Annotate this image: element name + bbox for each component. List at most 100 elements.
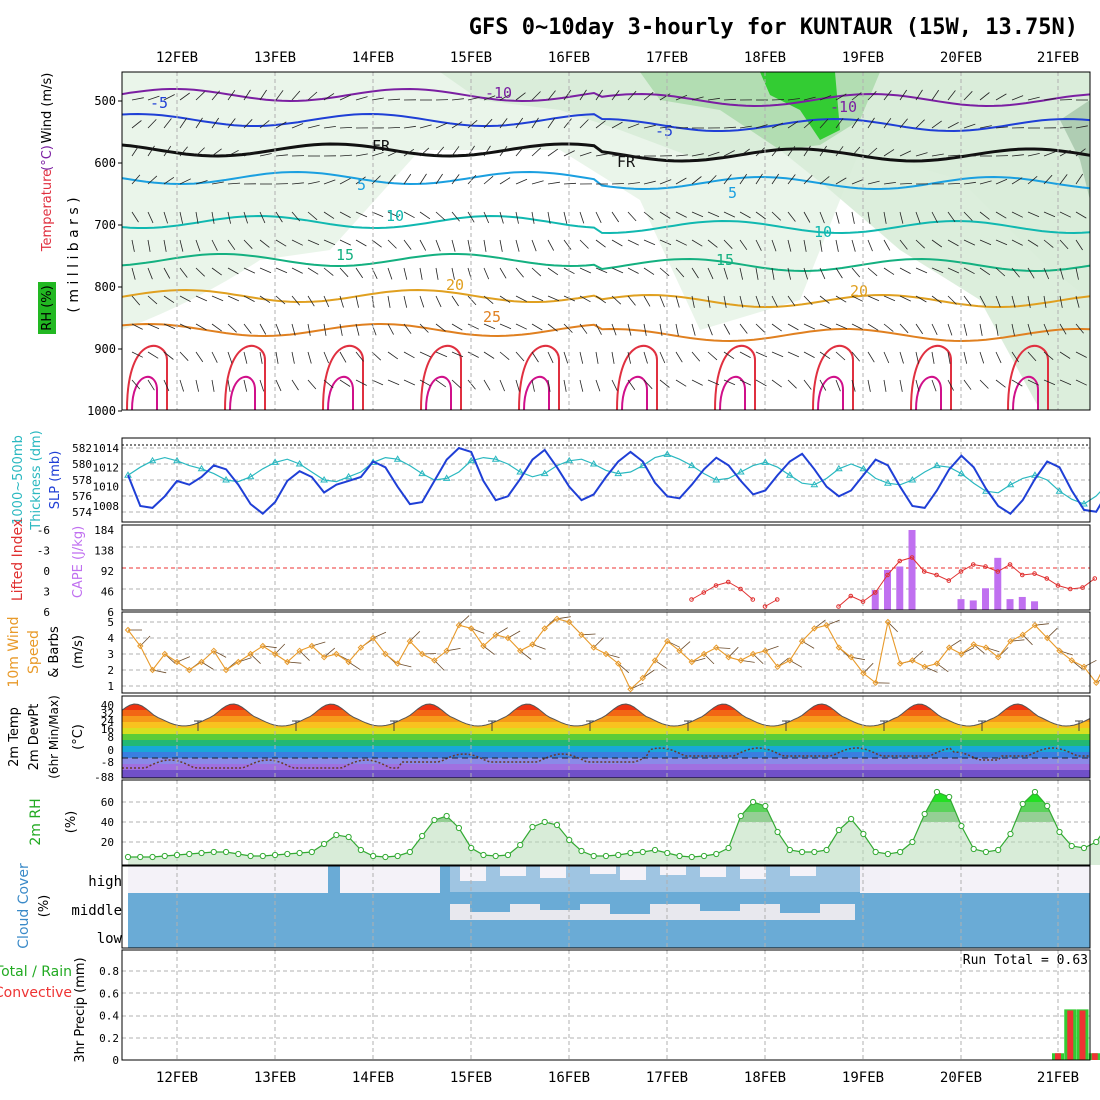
wind10m-point: [1068, 657, 1075, 664]
contour-label: 5: [357, 176, 366, 194]
lifted-index-point: [946, 578, 952, 583]
contour-label: FR: [372, 137, 391, 155]
wind-barb: [947, 154, 961, 157]
wind10m-point: [798, 637, 806, 645]
rh2m-point: [713, 850, 720, 858]
wind-barb: [307, 295, 315, 307]
wind-barb: [275, 154, 288, 157]
cape-bar: [1031, 601, 1039, 610]
wind-barb: [995, 93, 1007, 101]
wind-barb: [435, 351, 448, 358]
wind-barb: [307, 91, 318, 101]
wind-barb: [403, 351, 415, 359]
wind-barb: [979, 92, 990, 101]
wind-barb: [835, 323, 848, 330]
wind-barb: [1059, 126, 1073, 129]
wind-barb: [675, 94, 688, 101]
wind-axis-label: Wind (m/s): [40, 73, 55, 144]
thickness-point: [712, 476, 721, 483]
wind-barb: [643, 239, 656, 246]
wind-barb: [131, 174, 141, 185]
wind-barb: [867, 147, 878, 157]
wind-barb: [579, 151, 592, 157]
rh2m-point: [909, 838, 916, 846]
wind-barb: [243, 211, 248, 224]
wind-barb: [739, 295, 744, 308]
slp-thickness-panel: 582 580 578 576 574 1014 1012 1010 1008: [72, 438, 1100, 522]
wind-barb: [771, 211, 781, 221]
wind-barb: [147, 175, 158, 185]
wind-barb: [499, 118, 508, 129]
wind-barb: [387, 267, 393, 280]
wind-barb: [963, 181, 976, 185]
panel-frame: [121, 611, 1091, 694]
wind-barb: [771, 351, 784, 358]
cloud-row-label: high: [88, 874, 122, 890]
wind-barb: [819, 118, 829, 129]
wind-barb: [227, 323, 237, 333]
wind-barb: [243, 379, 248, 392]
wind-barb: [883, 149, 895, 157]
wind10m-point: [210, 647, 218, 655]
wind10m-point: [149, 666, 156, 674]
wind-barb: [643, 267, 655, 275]
rh2m-point: [406, 848, 413, 856]
wind-barb: [723, 150, 735, 157]
wind-barb: [931, 267, 944, 274]
temperature-contour: [121, 170, 1091, 191]
wind-barb: [563, 211, 568, 224]
wind-barb: [179, 117, 188, 129]
date-label-bottom: 15FEB: [450, 1070, 492, 1086]
wind-barb: [947, 90, 956, 101]
wind10m-point: [602, 650, 610, 658]
wind-barb: [611, 295, 622, 305]
rh2m-point: [284, 850, 291, 858]
wind-barb: [803, 119, 814, 129]
wind-barb: [579, 211, 585, 224]
wind-barb: [531, 351, 539, 363]
wind-barb: [563, 150, 575, 157]
lifted-index-point: [860, 599, 866, 604]
temperature-contour-35: [817, 375, 844, 411]
wind10m-point: [186, 666, 193, 674]
thickness-point: [271, 458, 279, 465]
temperature-contour-30: [126, 344, 168, 411]
cloud-middle-patch: [700, 904, 740, 911]
precip-tick-label: 0.8: [99, 965, 119, 978]
wind-barb: [595, 351, 599, 364]
cloud-clear-high: [128, 866, 328, 893]
temp-2m-curve: [121, 703, 1091, 727]
wind-barb: [931, 379, 937, 392]
rh2m-point: [357, 846, 364, 854]
wind-barb: [179, 295, 191, 302]
wind-barb: [291, 239, 303, 246]
rh2m-point: [762, 802, 769, 810]
wind10m-speed-label: Speed: [26, 630, 42, 674]
wind-barb: [211, 379, 215, 392]
wind-barb: [339, 239, 351, 246]
wind-barb: [483, 239, 487, 252]
cloud-clear-high: [660, 866, 686, 875]
contour-label: -5: [655, 122, 673, 140]
date-label-top: 20FEB: [940, 50, 982, 66]
cape-bar: [871, 590, 879, 610]
wind-barb: [179, 92, 190, 101]
wind10m-point: [124, 626, 132, 634]
lifted-index-point: [701, 590, 707, 595]
wind-barb-10m: [348, 661, 361, 671]
date-label-bottom: 13FEB: [254, 1070, 296, 1086]
lifted-index-point: [725, 579, 731, 585]
wind-barb: [867, 211, 871, 224]
wind-barb: [307, 379, 317, 390]
wind10m-point: [161, 650, 168, 658]
rh2m-point: [529, 823, 536, 831]
wind-barb: [259, 153, 272, 157]
wind-barb: [947, 211, 956, 223]
wind-barb: [691, 351, 701, 362]
wind-barb: [179, 178, 191, 185]
thickness-point: [565, 456, 574, 464]
wind-barb: [339, 127, 353, 129]
contour-label: 10: [386, 207, 404, 225]
wind-barb: [419, 351, 432, 358]
thickness-point: [173, 456, 181, 464]
